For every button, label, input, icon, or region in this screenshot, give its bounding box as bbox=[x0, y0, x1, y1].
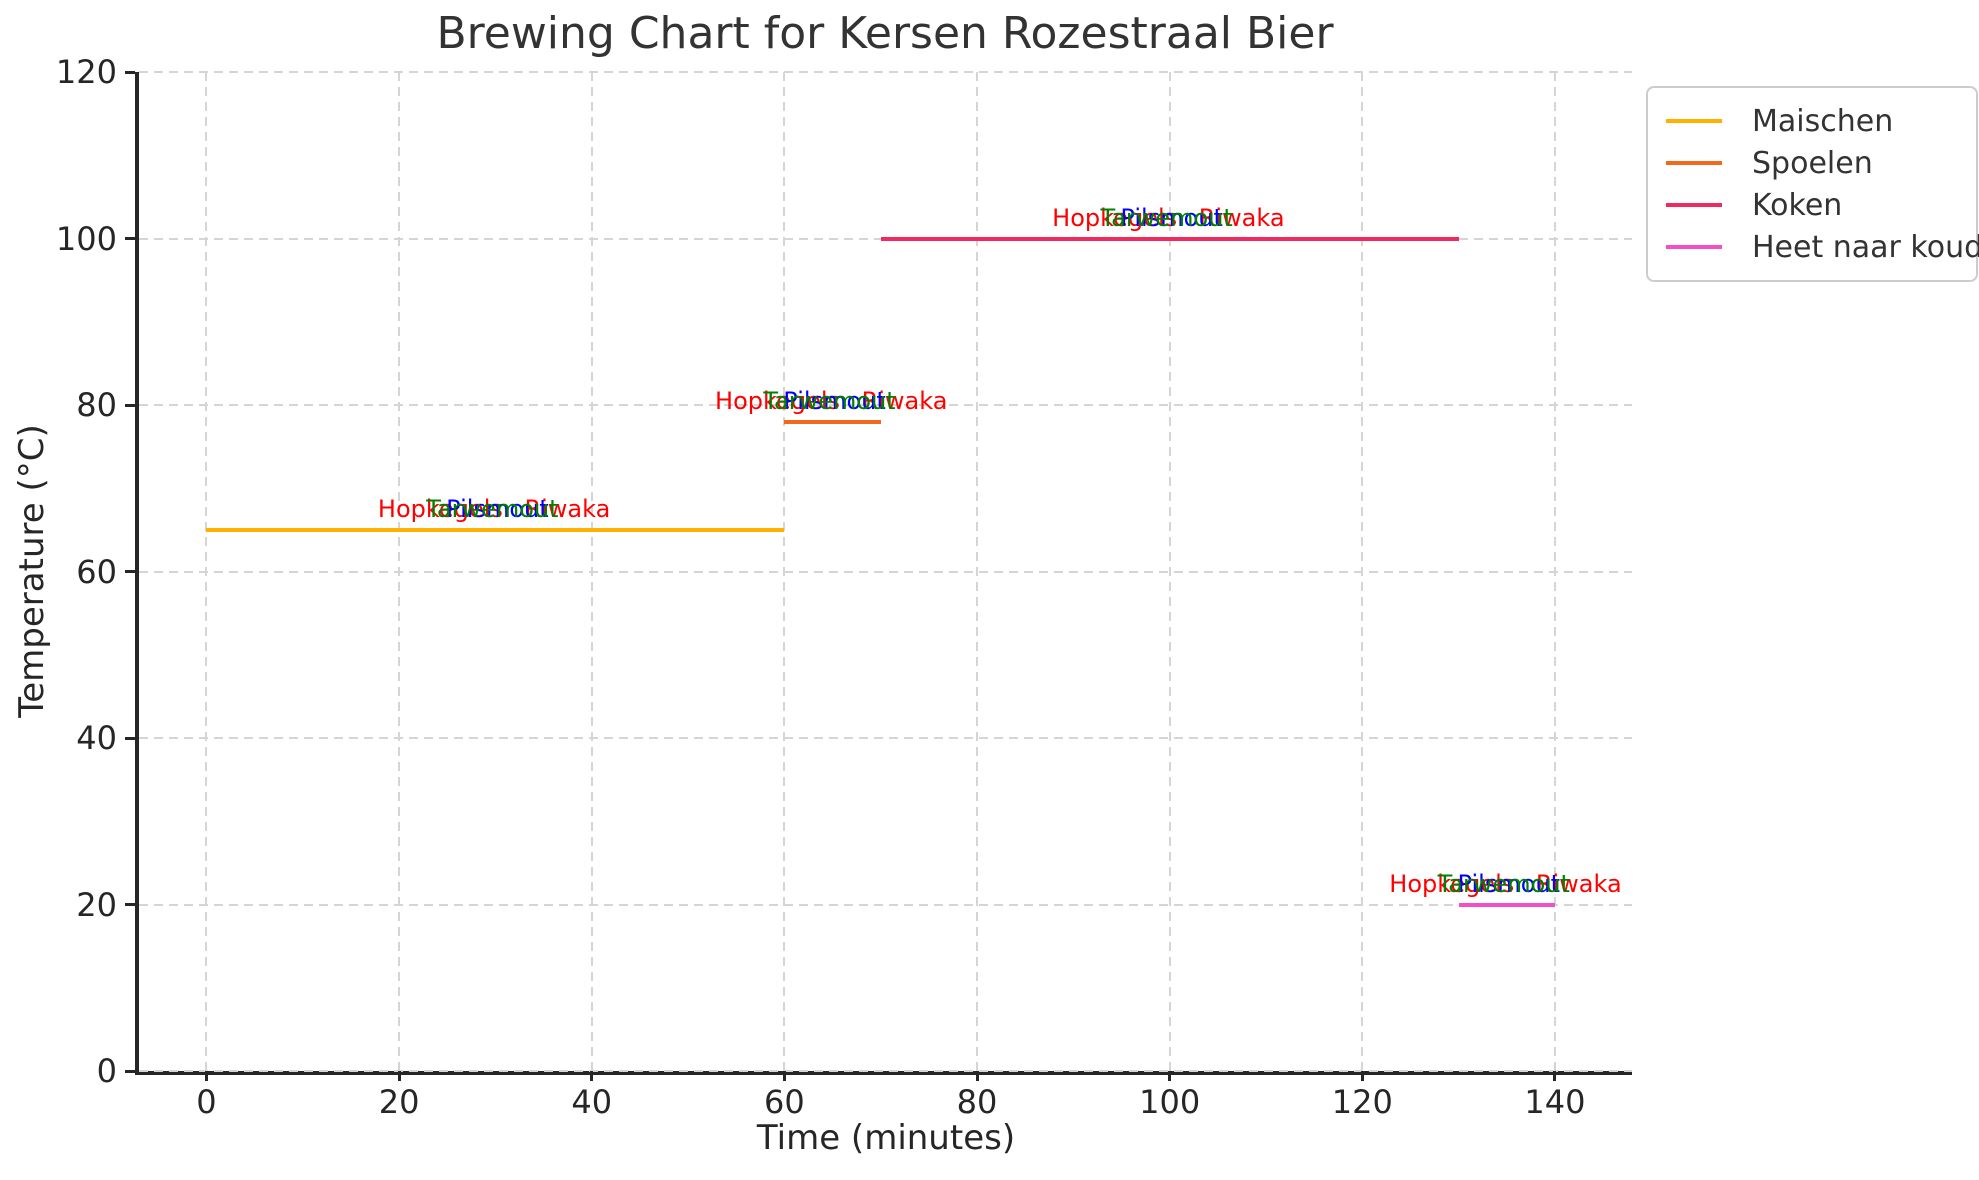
ingredient-label: Pilsmout bbox=[446, 494, 549, 523]
plot-area bbox=[135, 72, 1632, 1075]
y-tick-label: 100 bbox=[55, 219, 117, 258]
phase-line-heet-naar-koud bbox=[1458, 902, 1555, 907]
legend-label: Spoelen bbox=[1752, 145, 1873, 181]
y-axis-label: Temperature (°C) bbox=[12, 424, 52, 718]
x-tick-label: 120 bbox=[1331, 1083, 1393, 1121]
x-tick-mark bbox=[204, 1071, 208, 1081]
x-tick-mark bbox=[590, 1071, 594, 1081]
legend-line-swatch bbox=[1666, 245, 1722, 249]
y-tick-mark bbox=[125, 736, 135, 740]
legend: Maischen Spoelen Koken Heet naar koud bbox=[1646, 86, 1979, 282]
legend-line-swatch bbox=[1666, 161, 1722, 165]
y-gridline bbox=[139, 570, 1632, 573]
y-tick-label: 120 bbox=[55, 53, 117, 91]
ingredient-label: Hopkegels bbox=[1389, 869, 1515, 898]
legend-item-koken: Koken bbox=[1666, 184, 1956, 226]
legend-item-maischen: Maischen bbox=[1666, 100, 1956, 142]
ingredient-label: Tarwemout bbox=[763, 386, 896, 415]
y-tick-mark bbox=[125, 70, 135, 74]
legend-label: Maischen bbox=[1752, 103, 1894, 139]
y-tick-mark bbox=[125, 570, 135, 573]
x-tick-label: 60 bbox=[764, 1083, 805, 1121]
ingredient-label: Riwaka bbox=[524, 494, 611, 523]
x-tick-mark bbox=[1360, 1071, 1364, 1081]
legend-item-heet-naar-koud: Heet naar koud bbox=[1666, 226, 1979, 268]
legend-line-swatch bbox=[1666, 203, 1722, 207]
x-tick-label: 40 bbox=[571, 1083, 613, 1121]
ingredient-label: Tarwemout bbox=[426, 494, 559, 523]
x-tick-label: 0 bbox=[196, 1083, 217, 1121]
y-tick-mark bbox=[125, 403, 135, 407]
x-tick-label: 100 bbox=[1139, 1083, 1201, 1121]
y-tick-mark bbox=[125, 237, 135, 240]
y-gridline bbox=[139, 903, 1632, 906]
ingredient-label: Hopkegels bbox=[1052, 203, 1178, 232]
ingredient-label: Pilsmout bbox=[783, 386, 886, 415]
y-tick-label: 40 bbox=[76, 719, 117, 757]
y-gridline bbox=[139, 737, 1632, 739]
x-tick-label: 140 bbox=[1524, 1083, 1586, 1121]
legend-label: Heet naar koud bbox=[1752, 229, 1979, 265]
y-gridline bbox=[139, 1070, 1632, 1072]
y-tick-mark bbox=[125, 1069, 135, 1073]
ingredient-label: Pilsmout bbox=[1120, 203, 1223, 232]
y-tick-label: 60 bbox=[76, 552, 117, 591]
ingredient-label: Riwaka bbox=[1198, 203, 1285, 232]
legend-line-swatch bbox=[1666, 119, 1722, 123]
y-gridline bbox=[139, 71, 1632, 73]
ingredient-label: Pilsmout bbox=[1457, 869, 1560, 898]
ingredient-label: Hopkegels bbox=[377, 494, 503, 523]
x-tick-mark bbox=[975, 1071, 979, 1081]
phase-line-maischen bbox=[206, 527, 785, 532]
legend-item-spoelen: Spoelen bbox=[1666, 142, 1956, 184]
ingredient-label: Tarwemout bbox=[1437, 869, 1570, 898]
phase-line-koken bbox=[880, 236, 1459, 241]
ingredient-label: Riwaka bbox=[861, 386, 948, 415]
phase-line-spoelen bbox=[784, 419, 881, 424]
y-tick-label: 0 bbox=[96, 1052, 117, 1090]
y-tick-mark bbox=[125, 903, 135, 906]
y-tick-label: 80 bbox=[76, 386, 117, 424]
x-tick-mark bbox=[1553, 1071, 1557, 1081]
legend-label: Koken bbox=[1752, 187, 1843, 223]
x-tick-mark bbox=[397, 1071, 401, 1081]
x-tick-mark bbox=[1168, 1071, 1172, 1081]
y-gridline bbox=[139, 404, 1632, 406]
ingredient-label: Tarwemout bbox=[1100, 203, 1233, 232]
x-tick-mark bbox=[782, 1071, 786, 1081]
ingredient-label: Hopkegels bbox=[715, 386, 840, 415]
x-tick-label: 20 bbox=[378, 1083, 420, 1121]
chart-title: Brewing Chart for Kersen Rozestraal Bier bbox=[436, 8, 1334, 59]
ingredient-label: Riwaka bbox=[1535, 869, 1622, 898]
x-tick-label: 80 bbox=[956, 1083, 998, 1121]
y-tick-label: 20 bbox=[76, 885, 117, 924]
x-axis-label: Time (minutes) bbox=[756, 1118, 1016, 1158]
